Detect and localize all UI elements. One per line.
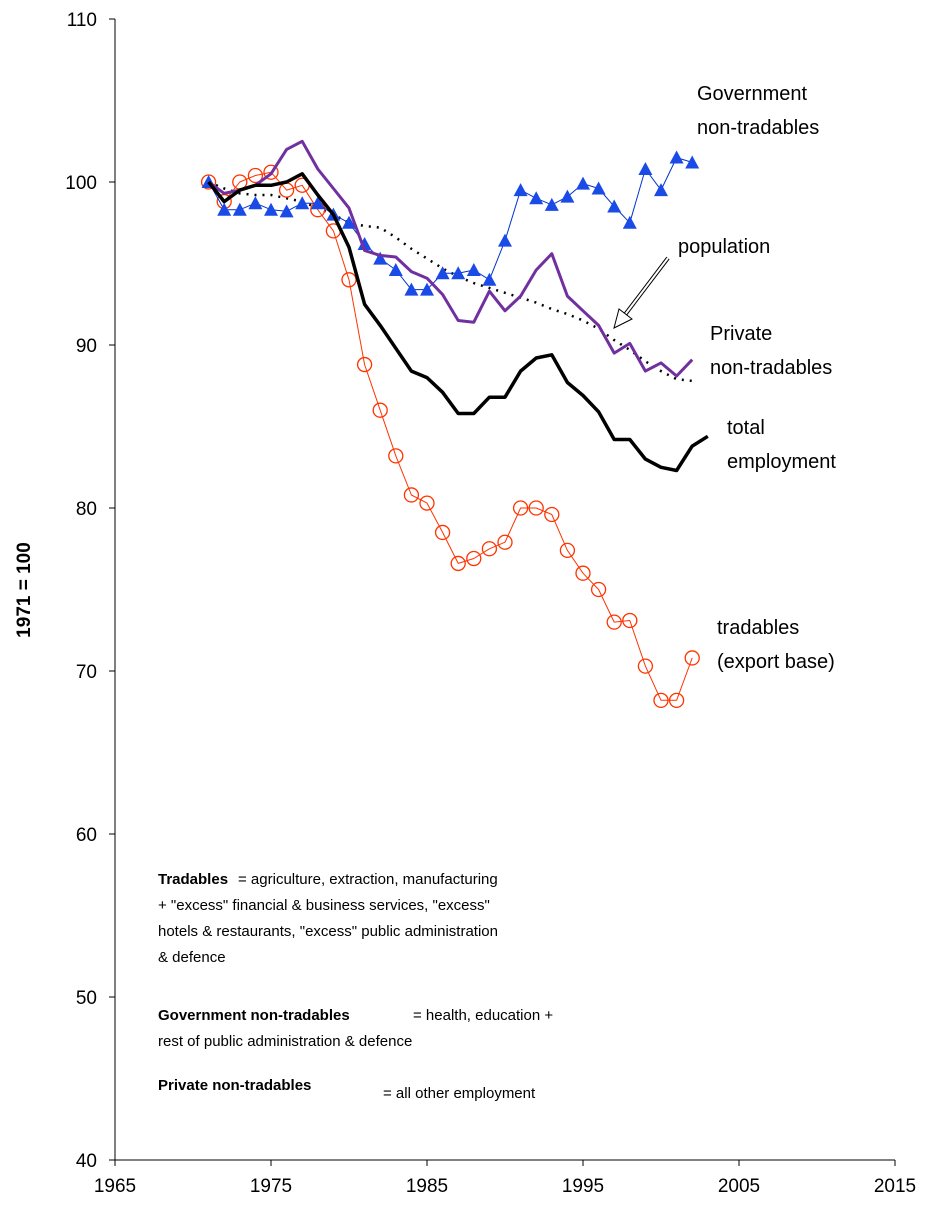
marker (373, 251, 388, 265)
marker (560, 189, 575, 203)
x-tick-label: 1985 (406, 1176, 448, 1197)
marker (606, 614, 622, 630)
marker (466, 263, 481, 277)
x-tick-label: 2015 (874, 1176, 916, 1197)
marker (450, 555, 466, 572)
x-tick-label: 1965 (94, 1176, 136, 1197)
annotation: Private (710, 323, 772, 345)
note-text: rest of public administration & defence (158, 1033, 412, 1050)
marker (342, 215, 356, 229)
marker (497, 534, 513, 550)
marker (232, 202, 247, 216)
marker (295, 196, 310, 210)
annotation: non-tradables (710, 357, 832, 379)
marker (247, 167, 264, 184)
marker (217, 202, 232, 216)
marker (451, 266, 466, 280)
marker (529, 191, 544, 205)
annotation: total (727, 417, 765, 439)
marker (403, 487, 420, 503)
annotation: population (678, 236, 770, 258)
marker (404, 282, 419, 296)
marker (357, 236, 372, 250)
note-text: = health, education + (413, 1007, 553, 1024)
marker (466, 550, 482, 567)
marker (513, 183, 528, 197)
x-tick-label: 2005 (718, 1176, 760, 1197)
marker (637, 658, 654, 674)
marker (420, 282, 434, 296)
marker (419, 495, 435, 511)
note-term: Government non-tradables (158, 1007, 350, 1024)
series-line (207, 139, 694, 378)
annotation: tradables (717, 617, 799, 639)
y-tick-label: 90 (76, 336, 97, 357)
marker (310, 196, 325, 210)
x-tick-label: 1975 (250, 1176, 292, 1197)
y-tick-label: 60 (76, 825, 97, 846)
marker (591, 181, 606, 195)
marker (481, 541, 498, 557)
marker (498, 233, 512, 247)
y-tick-label: 70 (76, 662, 97, 683)
marker (668, 692, 685, 708)
note-text: & defence (158, 949, 226, 966)
marker (482, 272, 497, 286)
marker (607, 199, 622, 213)
marker (512, 500, 529, 516)
marker (388, 263, 403, 277)
marker (685, 155, 700, 169)
marker (435, 266, 450, 280)
y-tick-label: 100 (65, 173, 97, 194)
annotation: non-tradables (697, 117, 819, 139)
marker (341, 272, 357, 288)
annotation: Government (697, 83, 807, 105)
y-tick-label: 110 (67, 10, 97, 31)
annotation: employment (727, 451, 836, 473)
note-text: = agriculture, extraction, manufacturing (238, 871, 498, 888)
y-tick-label: 80 (76, 499, 97, 520)
marker (576, 176, 590, 190)
marker (684, 650, 700, 666)
note-text: = all other employment (383, 1085, 536, 1102)
population-arrow (613, 256, 670, 329)
marker (559, 542, 576, 559)
marker (544, 197, 559, 211)
marker (372, 402, 388, 418)
marker (575, 565, 591, 581)
marker (434, 524, 451, 541)
marker (263, 164, 279, 180)
marker (544, 506, 560, 523)
x-tick-label: 1995 (562, 1176, 604, 1197)
series-line (208, 157, 693, 291)
y-tick-label: 40 (76, 1151, 97, 1172)
y-tick-label: 50 (76, 988, 97, 1009)
note-term: Tradables (158, 871, 228, 888)
note-text: hotels & restaurants, "excess" public ad… (158, 923, 498, 940)
marker (590, 581, 607, 598)
marker (388, 448, 404, 464)
marker (279, 204, 294, 218)
marker (264, 202, 278, 216)
marker (356, 356, 373, 373)
marker (669, 150, 684, 164)
series-line (208, 171, 693, 701)
note-text: + "excess" financial & business services… (158, 897, 490, 914)
marker (653, 692, 669, 708)
note-term: Private non-tradables (158, 1077, 311, 1094)
marker (622, 215, 637, 229)
series-line (207, 172, 709, 473)
marker (654, 183, 668, 197)
marker (622, 612, 638, 629)
marker (528, 500, 544, 516)
marker (248, 196, 263, 210)
annotation: (export base) (717, 651, 835, 673)
marker (638, 161, 653, 175)
y-axis-label: 1971 = 100 (14, 542, 35, 638)
